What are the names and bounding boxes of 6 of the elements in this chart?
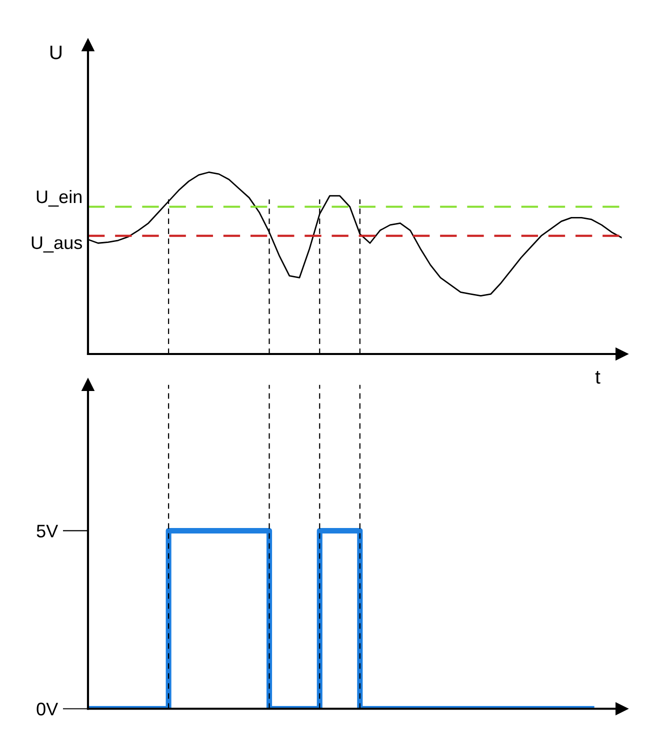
x-axis-title: t: [595, 370, 600, 384]
y-axis-title: U: [50, 46, 62, 60]
ref-line-label: U_aus: [32, 236, 82, 253]
y-tick-label: 0V: [36, 702, 58, 716]
ref-line-label: U_ein: [36, 190, 82, 207]
y-tick-label: 5V: [36, 524, 58, 538]
